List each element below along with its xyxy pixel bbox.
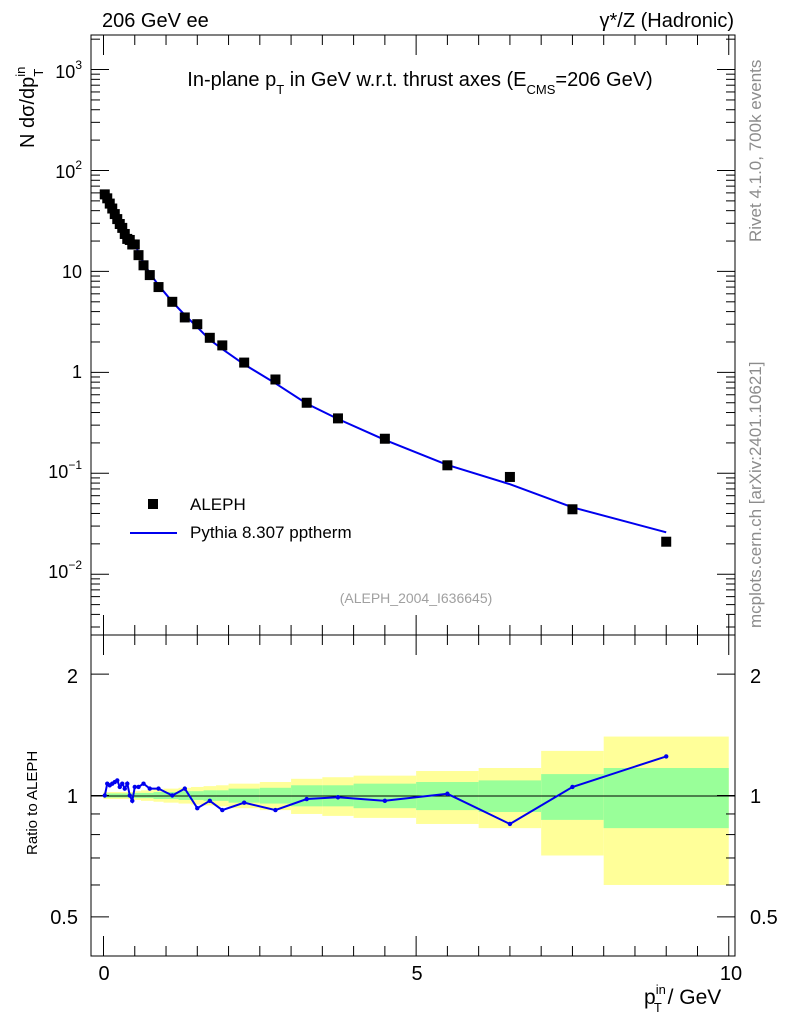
ratio-frame xyxy=(90,634,736,957)
data-point-aleph xyxy=(270,374,281,385)
legend: ALEPH Pythia 8.307 pptherm xyxy=(130,495,352,542)
data-point-aleph xyxy=(144,270,155,281)
data-point-aleph xyxy=(117,222,128,233)
analysis-watermark: (ALEPH_2004_I636645) xyxy=(340,590,493,606)
ratio-point xyxy=(445,791,450,796)
main-y-tick-label: 102 xyxy=(55,158,82,182)
ratio-y-axis-label: Ratio to ALEPH xyxy=(24,751,41,855)
x-tick-label: 0 xyxy=(98,963,109,985)
ratio-point xyxy=(102,793,107,798)
ratio-point xyxy=(122,786,127,791)
ratio-point xyxy=(170,793,175,798)
ratio-point xyxy=(220,807,225,813)
ratio-point xyxy=(182,786,187,791)
main-data-layer xyxy=(99,189,672,547)
data-point-aleph xyxy=(102,193,113,204)
ratio-y-tick-label-right: 1 xyxy=(750,786,761,808)
data-point-aleph xyxy=(133,250,144,261)
main-y-tick-label: 10−1 xyxy=(48,458,82,482)
data-point-aleph xyxy=(167,296,178,307)
data-point-aleph xyxy=(153,282,164,293)
x-tick-label: 5 xyxy=(411,963,422,985)
data-point-aleph xyxy=(239,357,250,368)
x-axis-label: pin T / GeV xyxy=(644,982,721,1015)
data-point-aleph xyxy=(217,340,228,351)
data-point-aleph xyxy=(661,536,672,547)
ratio-point xyxy=(241,800,247,805)
data-point-aleph xyxy=(442,460,453,471)
ratio-point xyxy=(127,793,132,798)
ratio-point xyxy=(141,781,146,786)
mcplots-source: mcplots.cern.ch [arXiv:2401.10621] xyxy=(746,362,765,628)
main-axis-ticks xyxy=(91,35,735,635)
x-tick-label: 10 xyxy=(720,963,742,985)
ratio-y-tick-label-right: 2 xyxy=(750,666,761,688)
data-point-aleph xyxy=(179,312,190,323)
data-point-aleph xyxy=(107,203,118,214)
ratio-point xyxy=(335,795,341,800)
ratio-point xyxy=(120,781,125,786)
ratio-point xyxy=(195,806,200,811)
ratio-point xyxy=(570,784,575,790)
ratio-point xyxy=(115,778,120,783)
ratio-point xyxy=(147,786,152,791)
data-point-aleph xyxy=(301,397,312,408)
main-frame xyxy=(90,34,736,636)
ratio-point xyxy=(125,781,130,786)
header-left: 206 GeV ee xyxy=(102,10,209,32)
ratio-point xyxy=(136,784,141,790)
data-point-aleph xyxy=(504,471,515,482)
ratio-point xyxy=(664,754,669,759)
data-point-aleph xyxy=(138,260,149,271)
ratio-point xyxy=(130,798,135,804)
legend-label-aleph: ALEPH xyxy=(190,495,246,514)
data-point-aleph xyxy=(204,332,215,343)
ratio-data-layer xyxy=(102,754,669,827)
ratio-y-tick-label: 1 xyxy=(67,786,78,808)
ratio-inner-band xyxy=(541,774,604,820)
data-point-aleph xyxy=(567,504,578,515)
main-y-tick-label: 103 xyxy=(55,58,82,82)
legend-label-pythia: Pythia 8.307 pptherm xyxy=(190,523,352,542)
main-y-tick-label: 10 xyxy=(62,262,82,282)
ratio-axis-ticks xyxy=(91,635,735,957)
main-y-tick-labels: 103 102 10 1 10−1 10−2 xyxy=(48,58,82,582)
data-point-aleph xyxy=(129,239,140,250)
data-point-aleph xyxy=(109,209,120,220)
ratio-point xyxy=(273,807,278,813)
ratio-y-tick-label: 2 xyxy=(67,666,78,688)
main-y-axis-label: N dσ/dpin T xyxy=(13,67,46,148)
ratio-error-bands xyxy=(103,736,729,885)
ratio-point xyxy=(207,798,212,804)
ratio-y-tick-label: 0.5 xyxy=(50,907,78,929)
mc-series-line xyxy=(104,193,667,534)
ratio-point xyxy=(507,821,513,827)
data-point-aleph xyxy=(192,319,203,330)
legend-marker-aleph xyxy=(148,499,158,509)
main-title: In-plane pT in GeV w.r.t. thrust axes (E… xyxy=(187,69,652,97)
rivet-info: Rivet 4.1.0, 700k events xyxy=(746,60,765,242)
ratio-point xyxy=(117,784,122,790)
main-y-tick-label: 10−2 xyxy=(48,558,82,582)
ratio-point xyxy=(382,798,388,804)
main-panel: In-plane pT in GeV w.r.t. thrust axes (E… xyxy=(13,34,736,636)
main-y-tick-label: 1 xyxy=(72,362,82,382)
data-point-aleph xyxy=(332,413,343,424)
ratio-panel: 2 1 0.5 2 1 0.5 0 5 10 Ratio to ALEPH pi… xyxy=(24,634,778,1015)
ratio-y-tick-label-right: 0.5 xyxy=(750,907,778,929)
ratio-inner-band xyxy=(603,767,729,829)
data-point-aleph xyxy=(379,433,390,444)
ratio-point xyxy=(156,786,161,791)
ratio-point xyxy=(304,796,309,802)
header-right: γ*/Z (Hadronic) xyxy=(600,10,734,32)
ratio-point xyxy=(132,784,137,790)
